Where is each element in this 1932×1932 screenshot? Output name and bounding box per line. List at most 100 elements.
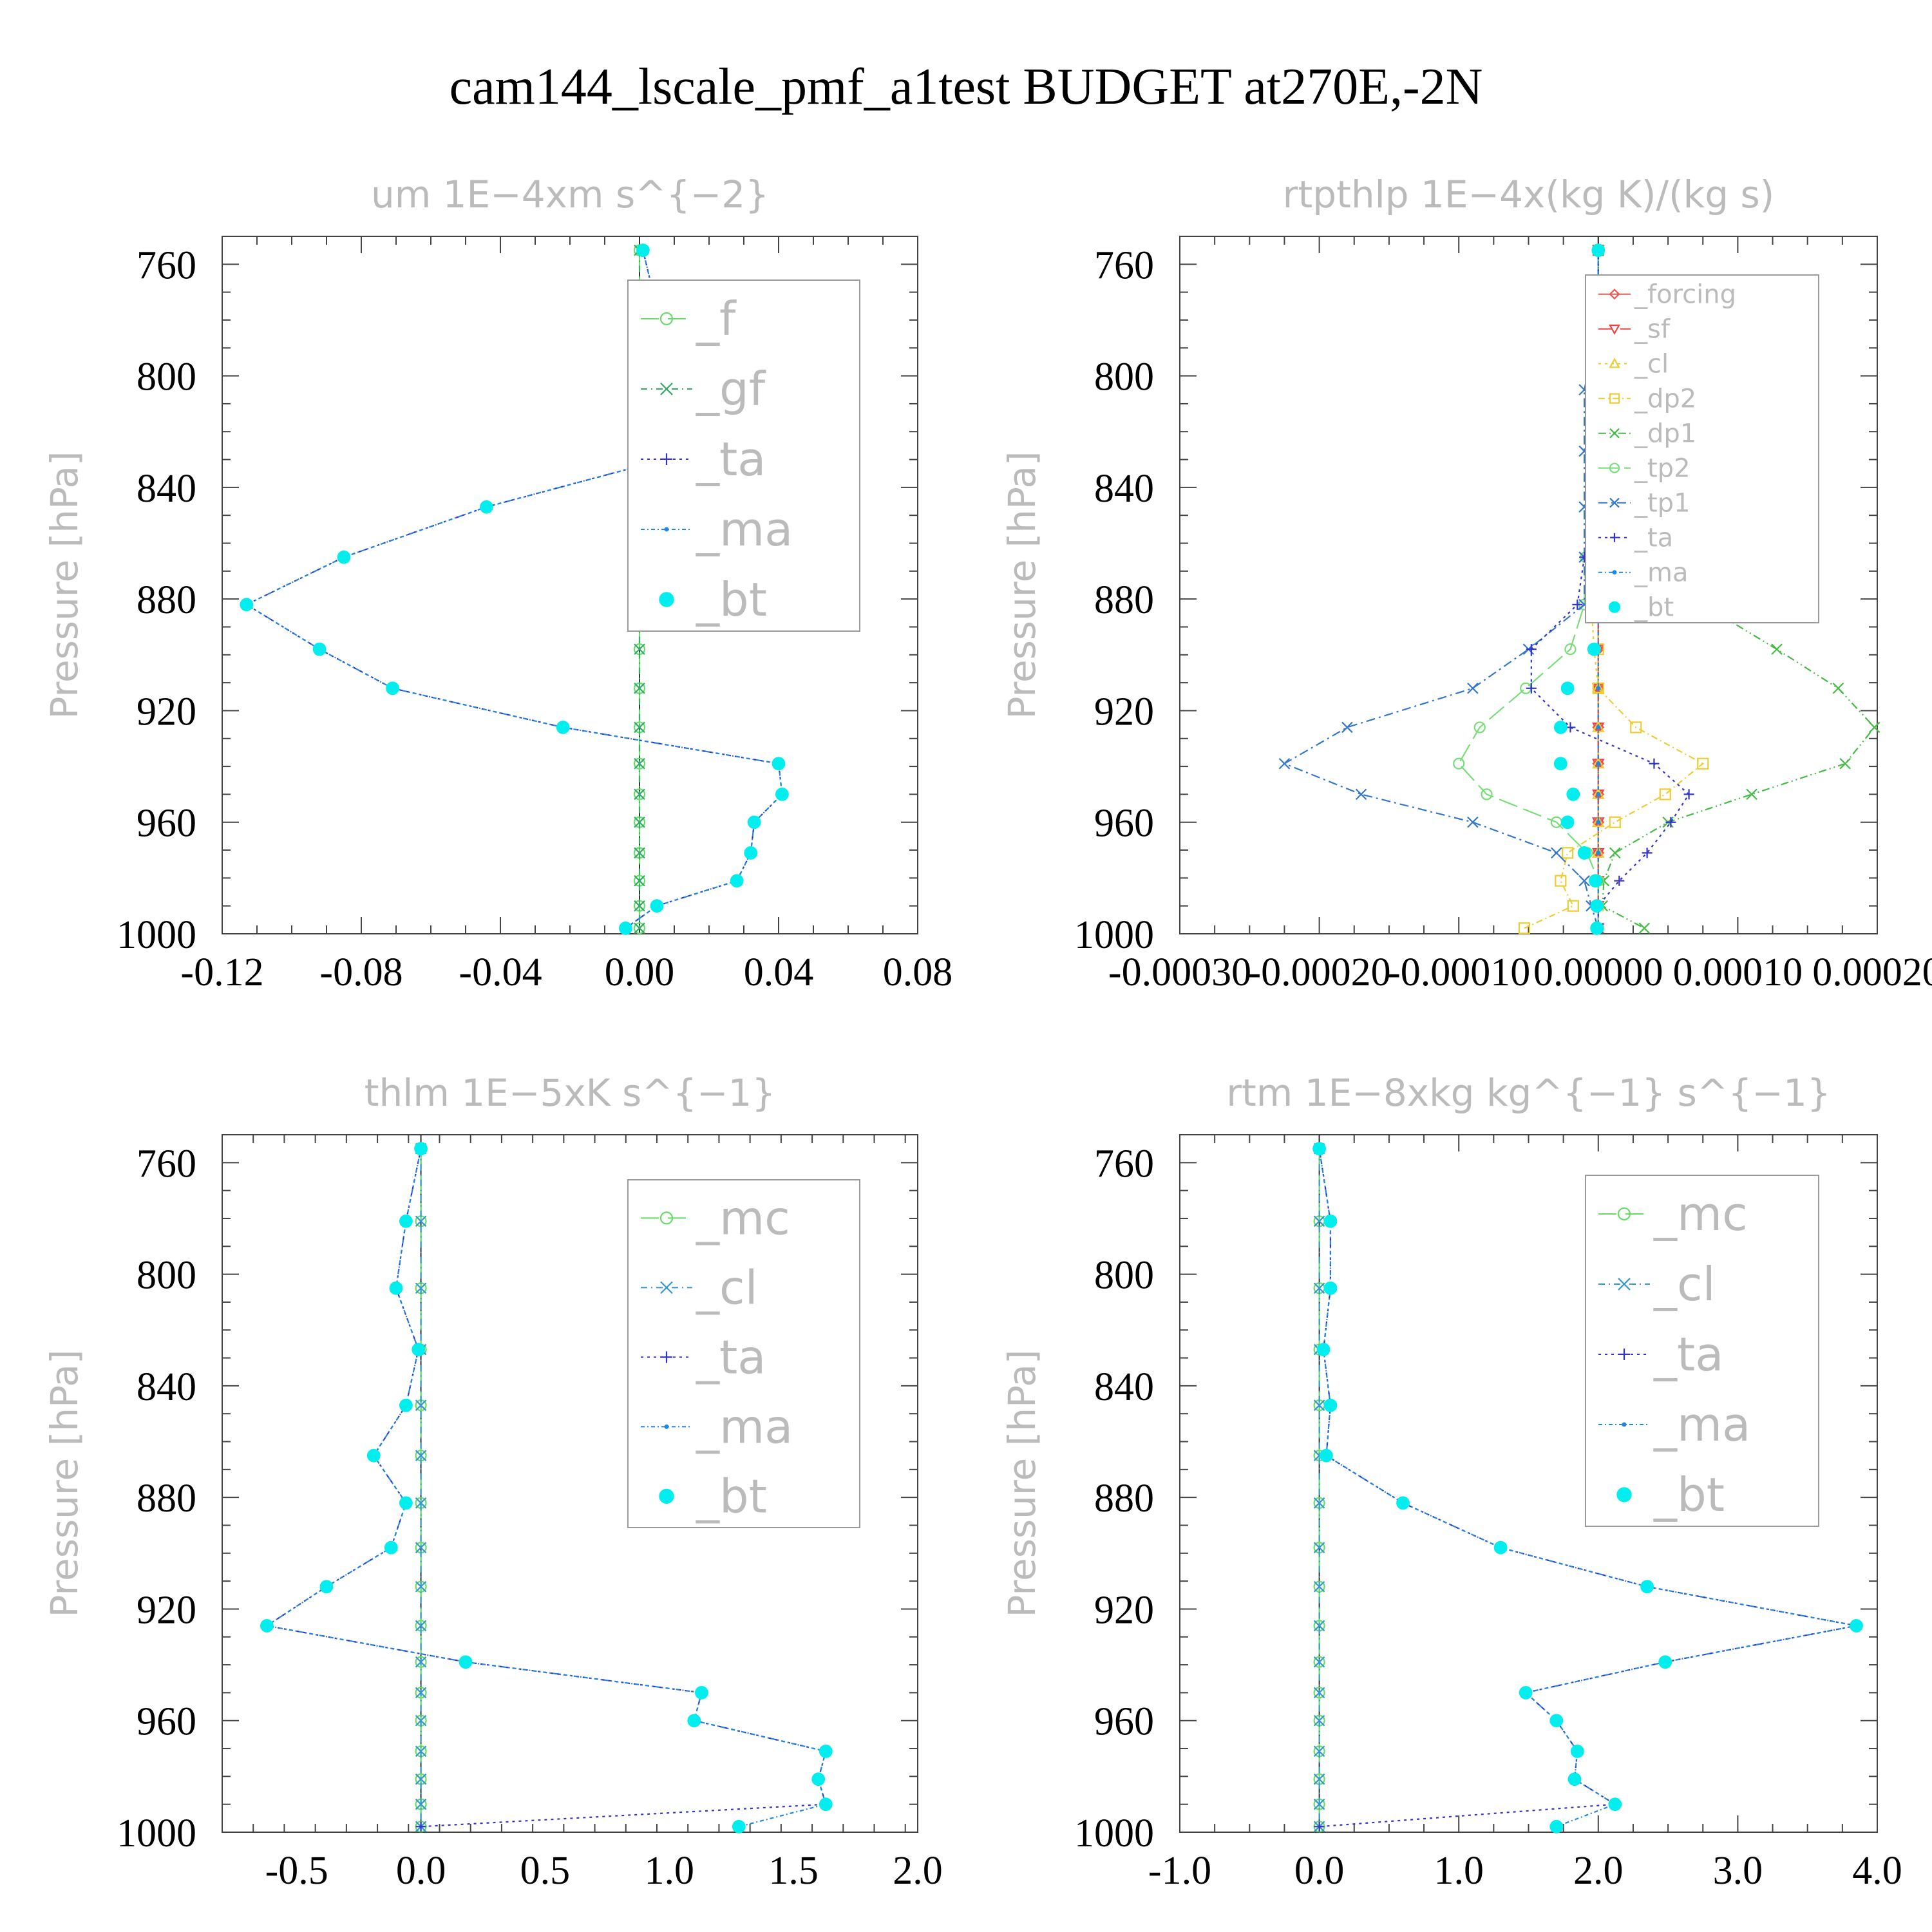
data-point	[415, 1581, 427, 1593]
data-point	[650, 899, 664, 913]
panel-title: thlm 1E−5xK s^{−1}	[365, 1071, 776, 1115]
data-point	[1313, 1282, 1325, 1294]
data-point	[1341, 721, 1353, 734]
data-point	[412, 1343, 426, 1356]
data-point	[415, 1821, 426, 1832]
data-point	[1591, 243, 1605, 258]
legend-marker	[1609, 393, 1620, 404]
data-point	[1313, 1773, 1325, 1785]
legend-label: _ta	[1653, 1327, 1723, 1381]
data-point	[1323, 1281, 1338, 1295]
legend-label: _forcing	[1634, 280, 1736, 310]
legend-label: _tp1	[1634, 489, 1690, 518]
data-point	[1314, 1821, 1325, 1832]
x-tick-label: -0.00030	[1108, 951, 1251, 994]
y-tick-label: 960	[137, 802, 196, 846]
x-tick-label: 0.00000	[1533, 951, 1663, 994]
legend-label: _bt	[1634, 593, 1674, 623]
data-point	[1481, 788, 1493, 800]
data-point	[415, 1450, 427, 1461]
x-tick-label: 0.0	[396, 1849, 446, 1893]
legend-label: _ta	[696, 1331, 766, 1385]
y-tick-label: 800	[1094, 355, 1154, 399]
data-point	[399, 1496, 413, 1510]
data-point	[1591, 846, 1605, 858]
data-point	[384, 1540, 398, 1555]
legend-label: _tp2	[1634, 454, 1690, 484]
data-point	[415, 1773, 427, 1785]
x-tick-label: 4.0	[1852, 1849, 1902, 1893]
legend-marker	[660, 383, 673, 395]
legend-marker	[1608, 601, 1621, 613]
data-point	[1697, 757, 1709, 770]
data-point	[772, 757, 786, 771]
data-point	[811, 1772, 826, 1786]
data-point	[337, 550, 351, 564]
y-tick-label: 920	[1094, 690, 1154, 734]
y-tick-label: 920	[137, 1588, 196, 1632]
data-point	[1278, 757, 1291, 770]
data-point	[1665, 817, 1676, 828]
legend-marker	[1618, 1348, 1630, 1360]
data-point	[1572, 599, 1583, 610]
legend-marker	[661, 453, 672, 465]
data-point	[634, 788, 645, 800]
data-point	[260, 1619, 274, 1633]
data-point	[1564, 643, 1577, 656]
figure-title: cam144_lscale_pmf_a1test BUDGET at270E,-…	[449, 59, 1483, 115]
y-tick-label: 960	[137, 1700, 196, 1744]
data-point	[415, 1687, 427, 1699]
data-point	[415, 1497, 427, 1509]
panel-title: um 1E−4xm s^{−2}	[371, 173, 769, 216]
data-point	[1659, 788, 1671, 800]
data-point	[415, 1620, 427, 1632]
data-point	[619, 921, 632, 935]
series-line	[1282, 250, 1599, 929]
data-point	[1312, 1142, 1326, 1156]
x-tick-label: 3.0	[1713, 1849, 1763, 1893]
legend-label: _sf	[1634, 315, 1671, 345]
series-bt	[1312, 1142, 1863, 1833]
legend-label: _mc	[696, 1191, 790, 1245]
data-point	[1519, 1686, 1533, 1700]
y-axis-label: Pressure [hPa]	[1000, 1349, 1044, 1617]
data-point	[634, 816, 645, 828]
data-point	[634, 847, 645, 859]
data-point	[414, 1142, 428, 1156]
y-tick-label: 1000	[117, 913, 196, 957]
data-point	[732, 1819, 746, 1833]
data-point	[1832, 683, 1844, 694]
data-point	[1313, 1620, 1325, 1632]
data-point	[366, 1448, 381, 1463]
data-point	[1850, 1619, 1863, 1633]
data-point	[1562, 847, 1574, 859]
data-point	[1589, 874, 1602, 888]
data-point	[634, 922, 645, 934]
legend-marker	[1616, 1487, 1632, 1502]
legend-label: _bt	[696, 1470, 767, 1524]
data-point	[1526, 683, 1537, 694]
data-point	[1313, 1215, 1325, 1227]
data-point	[1396, 1496, 1410, 1510]
data-point	[459, 1655, 473, 1669]
data-point	[1746, 788, 1757, 800]
x-tick-label: 0.04	[744, 951, 814, 994]
data-point	[1590, 921, 1604, 935]
data-point	[312, 642, 327, 656]
y-tick-label: 840	[137, 467, 196, 511]
data-point	[1577, 846, 1591, 860]
data-point	[1560, 681, 1575, 696]
data-point	[1566, 788, 1580, 801]
data-point	[744, 846, 758, 860]
y-tick-label: 760	[1094, 243, 1154, 287]
data-point	[399, 1214, 413, 1228]
panel-title: rtm 1E−8xkg kg^{−1} s^{−1}	[1226, 1071, 1831, 1115]
data-point	[1313, 1656, 1325, 1668]
x-tick-label: -0.08	[319, 951, 402, 994]
data-point	[1560, 815, 1575, 829]
x-tick-label: 2.0	[893, 1849, 943, 1893]
data-point	[633, 757, 646, 770]
legend-label: _f	[696, 292, 737, 346]
data-point	[1526, 644, 1537, 655]
